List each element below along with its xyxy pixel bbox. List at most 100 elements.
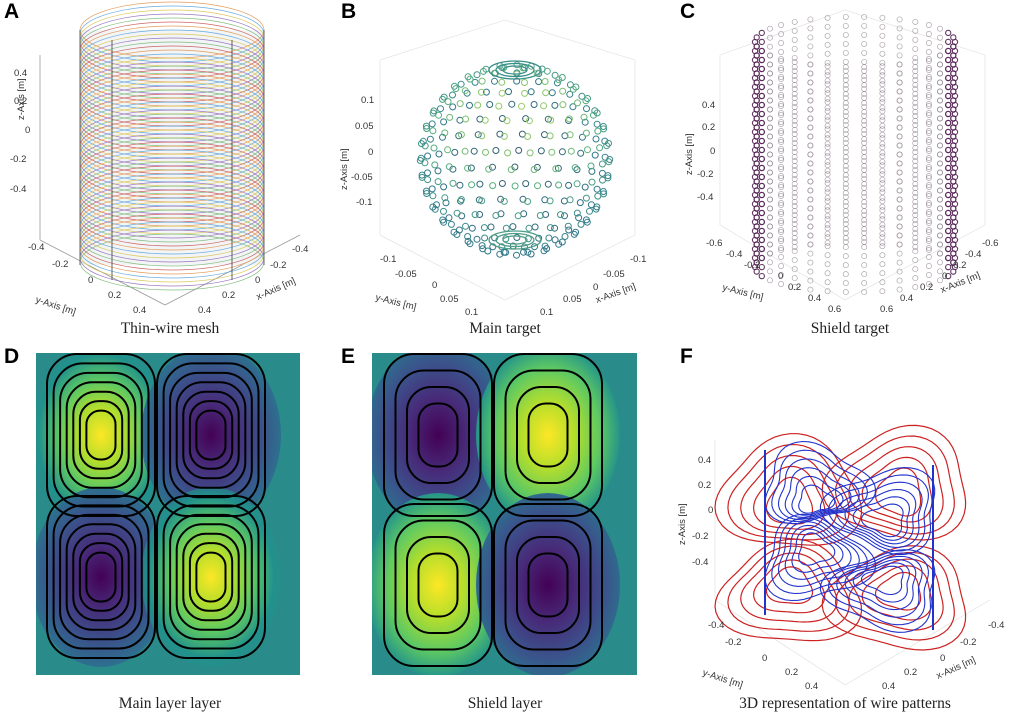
panel-a-x-tick: 0.2 bbox=[222, 290, 235, 301]
shield-point bbox=[925, 121, 932, 127]
panel-b-z-tick: 0.05 bbox=[355, 121, 374, 132]
shield-point bbox=[778, 202, 785, 208]
panel-c-y-tick: -0.6 bbox=[706, 238, 722, 249]
target-point bbox=[478, 132, 486, 140]
shield-point bbox=[758, 47, 765, 55]
target-point bbox=[548, 89, 556, 97]
target-point bbox=[477, 88, 485, 96]
shield-point bbox=[758, 227, 765, 235]
shield-point bbox=[778, 137, 785, 143]
target-point bbox=[498, 89, 506, 97]
target-point bbox=[429, 192, 437, 200]
shield-point bbox=[824, 108, 831, 115]
target-point bbox=[464, 73, 472, 81]
shield-point bbox=[861, 49, 868, 56]
target-point bbox=[456, 116, 464, 124]
target-point bbox=[537, 147, 545, 155]
target-point bbox=[464, 237, 472, 245]
shield-point bbox=[791, 158, 798, 165]
wire-loop bbox=[821, 545, 967, 651]
wire-patterns bbox=[714, 424, 967, 651]
target-point bbox=[476, 180, 484, 188]
shield-point bbox=[950, 79, 957, 86]
shield-point bbox=[912, 149, 919, 156]
shield-point bbox=[842, 85, 849, 92]
shield-point bbox=[937, 187, 943, 194]
wire-loop bbox=[764, 513, 877, 602]
target-point bbox=[431, 205, 439, 213]
panel-f: F z-Axis [m] 0.4 0.2 0 -0.2 -0.4 -0.4 -0… bbox=[670, 345, 1017, 717]
target-point bbox=[524, 133, 532, 140]
target-point bbox=[521, 79, 528, 86]
main-target-sphere-points bbox=[416, 60, 614, 259]
shield-point bbox=[842, 58, 849, 65]
shield-point bbox=[937, 70, 943, 77]
target-point bbox=[474, 131, 482, 139]
contour-line bbox=[527, 402, 569, 468]
shield-point bbox=[896, 223, 903, 230]
shield-point bbox=[824, 239, 831, 246]
target-point bbox=[430, 144, 438, 152]
target-point bbox=[599, 176, 606, 184]
target-point bbox=[474, 101, 482, 109]
pole-ring bbox=[495, 232, 535, 248]
shield-point bbox=[945, 191, 952, 199]
shield-point bbox=[791, 108, 798, 115]
target-point bbox=[453, 209, 461, 217]
shield-point bbox=[778, 94, 785, 100]
shield-point bbox=[937, 124, 943, 131]
shield-point bbox=[896, 88, 903, 95]
shield-point bbox=[842, 157, 849, 164]
shield-point bbox=[925, 173, 932, 179]
target-point bbox=[525, 224, 533, 232]
shield-point bbox=[753, 169, 760, 176]
shield-point bbox=[824, 189, 831, 196]
shield-point bbox=[879, 104, 886, 111]
shield-point bbox=[753, 205, 760, 212]
wire-loop bbox=[798, 484, 836, 514]
target-point bbox=[447, 220, 455, 228]
shield-point bbox=[842, 202, 849, 209]
shield-point bbox=[778, 22, 785, 28]
shield-point bbox=[824, 288, 831, 295]
shield-point bbox=[925, 85, 932, 91]
shield-point bbox=[879, 81, 886, 88]
shield-point bbox=[937, 79, 943, 86]
wire-loop bbox=[848, 446, 944, 529]
shield-point bbox=[842, 31, 849, 38]
shield-point bbox=[912, 104, 919, 111]
panel-f-y-tick: 0.2 bbox=[785, 667, 798, 678]
shield-point bbox=[824, 104, 831, 111]
target-point bbox=[545, 234, 553, 242]
shield-point bbox=[879, 162, 886, 169]
shield-point bbox=[767, 196, 773, 203]
shield-point bbox=[807, 43, 814, 50]
panel-b-z-label: z-Axis [m] bbox=[339, 148, 350, 190]
shield-point bbox=[778, 85, 785, 91]
shield-point bbox=[879, 135, 886, 142]
shield-point bbox=[842, 103, 849, 110]
shield-point bbox=[879, 77, 886, 84]
shield-point bbox=[896, 142, 903, 149]
shield-point bbox=[824, 216, 831, 223]
shield-point bbox=[753, 241, 760, 248]
shield-point bbox=[879, 176, 886, 183]
target-point bbox=[513, 234, 521, 241]
target-point bbox=[426, 135, 434, 143]
shield-point bbox=[791, 266, 798, 273]
contour-line bbox=[493, 503, 603, 667]
target-point bbox=[423, 125, 431, 132]
shield-point bbox=[937, 241, 943, 248]
shield-point bbox=[791, 90, 798, 97]
shield-point bbox=[842, 49, 849, 56]
wire-loop bbox=[727, 545, 850, 632]
target-point bbox=[540, 247, 548, 255]
shield-point bbox=[824, 171, 831, 178]
shield-point bbox=[824, 90, 831, 97]
target-point bbox=[534, 182, 541, 190]
shield-point bbox=[925, 103, 932, 109]
shield-point bbox=[861, 85, 868, 92]
target-point bbox=[504, 149, 512, 157]
shield-point bbox=[791, 203, 798, 210]
shield-point bbox=[879, 279, 886, 286]
